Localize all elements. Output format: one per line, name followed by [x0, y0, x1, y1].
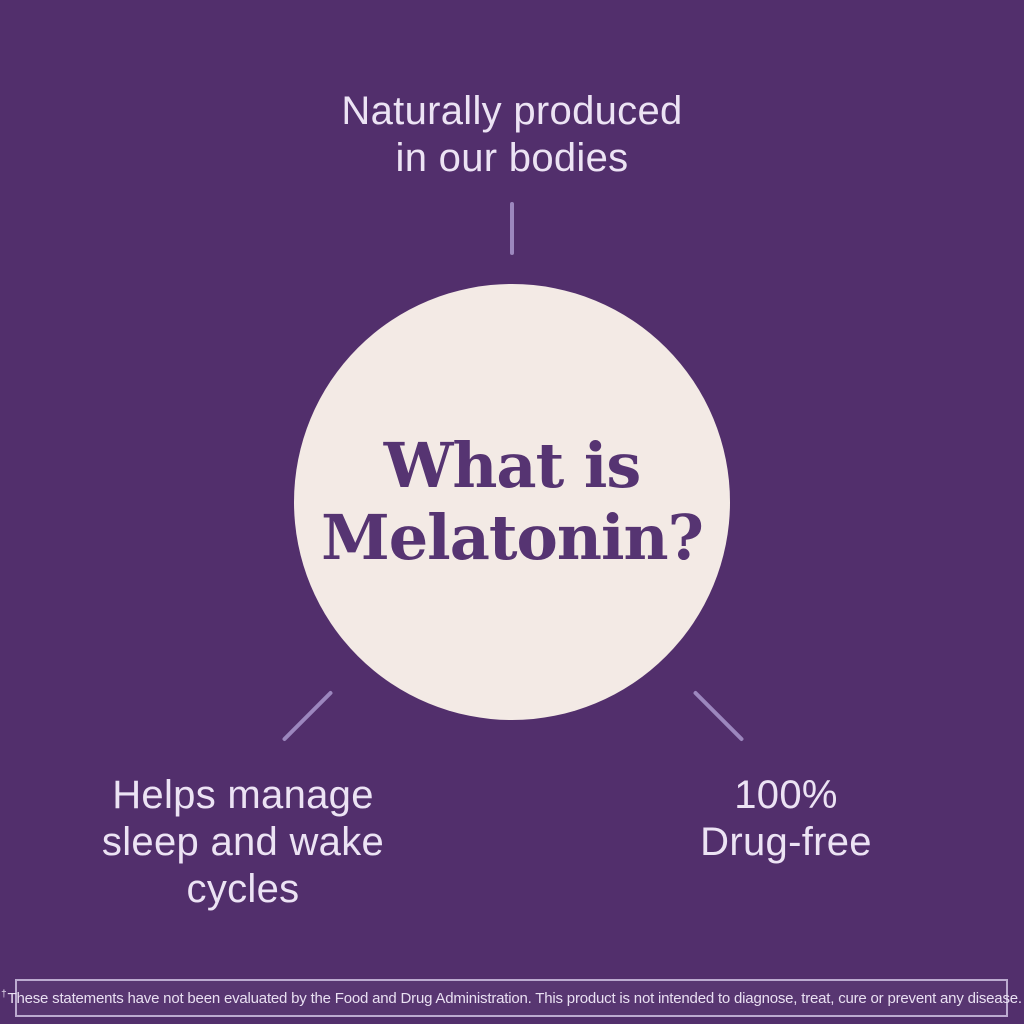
disclaimer-text: †These statements have not been evaluate… — [1, 988, 1023, 1007]
disclaimer-body: These statements have not been evaluated… — [7, 989, 1023, 1007]
page-title-line2: Melatonin? — [321, 501, 704, 574]
callout-bottom-right-line1: 100% — [734, 773, 838, 817]
center-circle: What is Melatonin? — [294, 284, 730, 720]
connector-line-bottom-left — [281, 690, 334, 742]
disclaimer-box: †These statements have not been evaluate… — [1, 979, 1022, 1017]
callout-top-benefit: Naturally produced in our bodies — [0, 88, 1024, 182]
page-title: What is Melatonin? — [321, 429, 704, 574]
callout-top-line2: in our bodies — [395, 135, 629, 180]
page-title-line1: What is — [383, 429, 642, 503]
disclaimer-dagger: † — [1, 988, 7, 1000]
callout-bottom-left-benefit: Helps manage sleep and wake cycles — [43, 772, 443, 912]
callout-top-line1: Naturally produced — [341, 89, 683, 133]
connector-line-top — [510, 202, 514, 255]
callout-bottom-left-line2: sleep and wake — [101, 819, 385, 864]
callout-bottom-left-line1: Helps manage — [112, 773, 374, 817]
callout-bottom-right-benefit: 100% Drug-free — [586, 772, 986, 866]
callout-bottom-right-line2: Drug-free — [700, 819, 872, 864]
callout-bottom-left-line3: cycles — [186, 866, 300, 911]
connector-line-bottom-right — [692, 690, 745, 742]
